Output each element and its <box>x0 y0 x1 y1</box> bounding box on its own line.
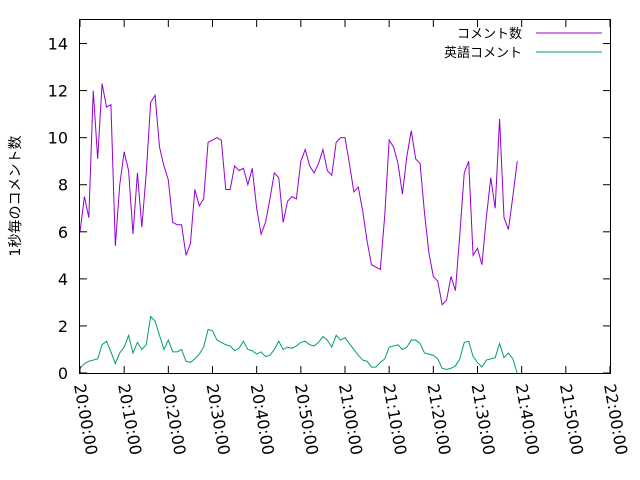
y-tick-label: 6 <box>58 223 68 242</box>
x-tick-label: 21:30:00 <box>468 382 499 456</box>
y-tick-label: 2 <box>58 317 68 336</box>
legend-label: コメント数 <box>457 27 522 42</box>
y-axis-label: 1秒毎のコメント数 <box>8 136 24 257</box>
plot-frame <box>79 19 611 374</box>
x-tick-label: 20:10:00 <box>114 382 145 456</box>
x-tick-label: 21:20:00 <box>423 382 454 456</box>
x-tick-label: 22:00:00 <box>600 382 631 456</box>
series-line-2 <box>79 315 518 374</box>
legend-label: 英語コメント <box>444 45 522 61</box>
x-tick-label: 21:10:00 <box>379 382 410 456</box>
series-line-1 <box>79 83 518 306</box>
y-tick-label: 12 <box>48 82 68 101</box>
y-tick-label: 0 <box>58 364 68 383</box>
y-tick-label: 4 <box>58 270 68 289</box>
x-tick-label: 20:30:00 <box>203 382 234 456</box>
x-tick-label: 20:00:00 <box>70 382 101 456</box>
y-tick-label: 8 <box>58 176 68 195</box>
y-tick-label: 14 <box>48 35 68 54</box>
x-tick-label: 20:50:00 <box>291 382 322 456</box>
x-tick-label: 21:00:00 <box>335 382 366 456</box>
series-layer <box>79 83 518 374</box>
x-tick-label: 20:40:00 <box>247 382 278 456</box>
y-tick-label: 10 <box>48 129 68 148</box>
x-tick-label: 20:20:00 <box>158 382 189 456</box>
ticks-layer: 0 2 4 6 8 10 12 14 20:00:00 20:10:00 20:20:00 20:30… <box>48 20 631 456</box>
x-tick-label: 21:40:00 <box>512 382 543 456</box>
x-tick-label: 21:50:00 <box>556 382 587 456</box>
